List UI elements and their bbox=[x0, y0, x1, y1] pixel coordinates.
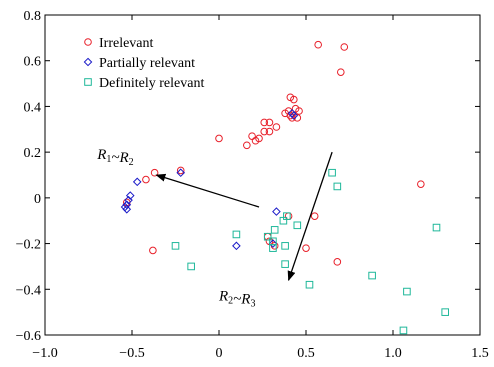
legend-marker-partially-relevant bbox=[83, 57, 93, 67]
definitely-relevant-point bbox=[232, 230, 241, 239]
definitely-relevant-point bbox=[281, 242, 289, 250]
arrow-label-1: R1~R2 bbox=[96, 147, 133, 168]
legend-label-partially-relevant: Partially relevant bbox=[99, 56, 195, 71]
irrelevant-point bbox=[260, 118, 269, 127]
irrelevant-point bbox=[215, 134, 223, 143]
partially-relevant-point bbox=[125, 191, 135, 200]
definitely-relevant-point bbox=[263, 232, 272, 241]
irrelevant-point bbox=[290, 95, 298, 104]
definitely-relevant-point bbox=[293, 221, 302, 230]
axis-ticks: −1.0 −0.5 0 0.5 1.0 1.5 −0.6 −0.4 −0.2 0 0.2 0.4 0.6… bbox=[16, 9, 489, 361]
irrelevant-point bbox=[272, 123, 281, 131]
y-tick-label: −0.2 bbox=[16, 238, 41, 253]
irrelevant-point bbox=[302, 244, 310, 252]
irrelevant-point bbox=[333, 258, 342, 266]
irrelevant-point bbox=[265, 118, 274, 127]
annotations: R1~R2 R2~R3 bbox=[96, 147, 333, 310]
x-tick-label: 1.0 bbox=[384, 346, 402, 361]
partially-relevant-point bbox=[287, 108, 297, 118]
definitely-relevant-point bbox=[279, 216, 288, 225]
definitely-relevant-point bbox=[270, 226, 279, 234]
irrelevant-point bbox=[295, 107, 303, 115]
partially-relevant-point bbox=[232, 241, 241, 251]
data-points bbox=[120, 40, 449, 335]
irrelevant-point bbox=[149, 246, 157, 255]
y-tick-label: 0 bbox=[34, 192, 41, 207]
arrow-label-2: R2~R3 bbox=[218, 289, 255, 310]
plot-frame bbox=[44, 14, 481, 336]
partially-relevant-point bbox=[132, 177, 142, 187]
arrow-2 bbox=[287, 151, 333, 282]
definitely-relevant-point bbox=[333, 182, 342, 191]
irrelevant-point bbox=[248, 132, 256, 140]
y-tick-label: −0.4 bbox=[16, 283, 41, 298]
partially-relevant-point bbox=[124, 195, 133, 205]
y-tick-label: 0.8 bbox=[24, 9, 42, 24]
x-tick-label: 0.5 bbox=[297, 346, 315, 361]
irrelevant-point bbox=[293, 114, 302, 122]
definitely-relevant-point bbox=[399, 326, 408, 335]
irrelevant-point bbox=[176, 166, 185, 175]
partially-relevant-point bbox=[289, 111, 299, 120]
irrelevant-point bbox=[314, 40, 322, 49]
x-tick-label: 0 bbox=[216, 346, 223, 361]
irrelevant-point bbox=[251, 136, 260, 145]
irrelevant-point bbox=[337, 68, 345, 76]
partially-relevant-point bbox=[176, 168, 186, 178]
x-tick-label: −1.0 bbox=[32, 346, 57, 361]
y-tick-label: −0.6 bbox=[16, 329, 41, 344]
definitely-relevant-point bbox=[328, 168, 336, 177]
definitely-relevant-point bbox=[269, 244, 277, 252]
definitely-relevant-point bbox=[403, 287, 411, 296]
irrelevant-point bbox=[417, 180, 425, 188]
y-tick-label: 0.4 bbox=[24, 100, 42, 115]
legend-label-irrelevant: Irrelevant bbox=[99, 36, 154, 51]
x-tick-label: −0.5 bbox=[119, 346, 144, 361]
irrelevant-point bbox=[265, 127, 274, 136]
irrelevant-point bbox=[243, 141, 251, 150]
legend-marker-irrelevant bbox=[84, 38, 92, 46]
y-tick-label: 0.6 bbox=[24, 55, 42, 70]
definitely-relevant-point bbox=[281, 260, 289, 268]
y-tick-label: 0.2 bbox=[24, 146, 42, 161]
definitely-relevant-point bbox=[305, 280, 314, 289]
definitely-relevant-point bbox=[432, 223, 441, 232]
irrelevant-point bbox=[142, 175, 150, 184]
x-tick-label: 1.5 bbox=[471, 346, 489, 361]
irrelevant-point bbox=[340, 43, 349, 51]
irrelevant-point bbox=[150, 168, 159, 177]
irrelevant-point bbox=[260, 127, 269, 136]
partially-relevant-point bbox=[272, 207, 281, 216]
legend-label-definitely-relevant: Definitely relevant bbox=[99, 76, 204, 91]
definitely-relevant-point bbox=[171, 242, 180, 250]
definitely-relevant-point bbox=[441, 308, 449, 316]
definitely-relevant-point bbox=[368, 271, 376, 280]
irrelevant-point bbox=[310, 212, 319, 220]
definitely-relevant-point bbox=[187, 262, 195, 271]
arrow-1 bbox=[155, 173, 260, 208]
partially-relevant-point bbox=[268, 239, 278, 248]
legend: Irrelevant Partially relevant Definitely r… bbox=[83, 36, 204, 91]
legend-marker-definitely-relevant bbox=[84, 78, 92, 86]
partially-relevant-point bbox=[122, 204, 132, 214]
